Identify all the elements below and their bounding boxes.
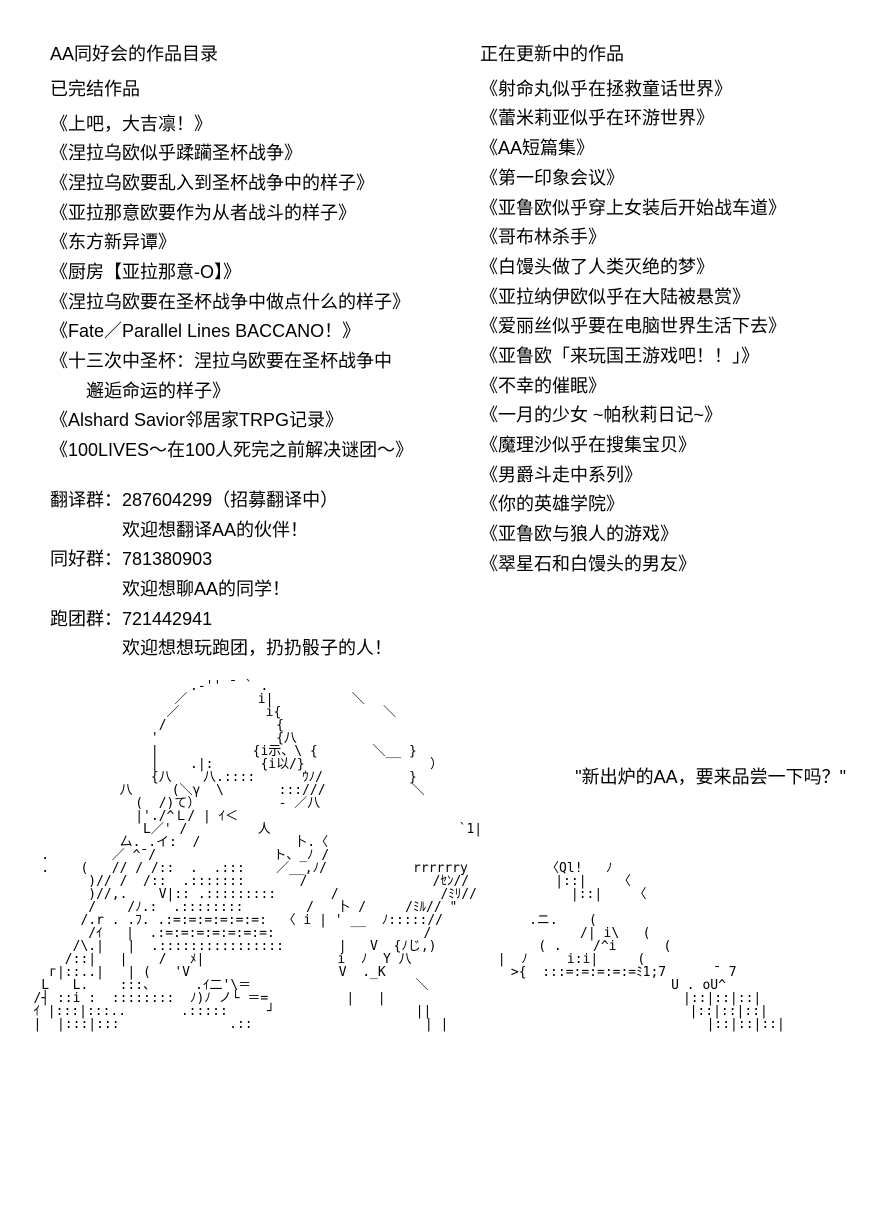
work-item: 《爱丽丝似乎要在电脑世界生活下去》 [480, 312, 846, 342]
work-item: 《Fate／Parallel Lines BACCANO！》 [50, 317, 430, 347]
work-item: 《亚拉那意欧要作为从者战斗的样子》 [50, 199, 430, 229]
translation-group-desc: 欢迎想翻译AA的伙伴！ [50, 516, 430, 546]
work-item: 《第一印象会议》 [480, 164, 846, 194]
work-item: 《厨房【亚拉那意-O】》 [50, 258, 430, 288]
work-item-cont: 邂逅命运的样子》 [50, 377, 430, 407]
work-item: 《亚鲁欧与狼人的游戏》 [480, 520, 846, 550]
work-item: 《一月的少女 ~帕秋莉日记~》 [480, 401, 846, 431]
ascii-art: .-'' ¯ ` . ／ i| ＼ ／ i{ ＼ / { ' {八 | [10, 680, 886, 1031]
work-item: 《亚拉纳伊欧似乎在大陆被悬赏》 [480, 283, 846, 313]
work-item: 《不幸的催眠》 [480, 372, 846, 402]
work-item: 《魔理沙似乎在搜集宝贝》 [480, 431, 846, 461]
trpg-group-desc: 欢迎想想玩跑团，扔扔骰子的人！ [50, 634, 430, 664]
work-item: 《亚鲁欧「来玩国王游戏吧！！」》 [480, 342, 846, 372]
work-item: 《蕾米莉亚似乎在环游世界》 [480, 104, 846, 134]
work-item: 《射命丸似乎在拯救童话世界》 [480, 75, 846, 105]
work-item: 《男爵斗走中系列》 [480, 461, 846, 491]
right-column: 正在更新中的作品 《射命丸似乎在拯救童话世界》 《蕾米莉亚似乎在环游世界》 《A… [480, 40, 846, 664]
work-item: 《上吧，大吉凛！》 [50, 110, 430, 140]
work-item: 《东方新异谭》 [50, 228, 430, 258]
work-item: 《100LIVES～在100人死完之前解决谜团～》 [50, 436, 430, 466]
work-item: 《哥布林杀手》 [480, 223, 846, 253]
groups-section: 翻译群：287604299（招募翻译中） 欢迎想翻译AA的伙伴！ 同好群：781… [50, 486, 430, 664]
trpg-group: 跑团群：721442941 [50, 605, 430, 635]
work-item: 《十三次中圣杯：涅拉乌欧要在圣杯战争中 [50, 347, 430, 377]
translation-group: 翻译群：287604299（招募翻译中） [50, 486, 430, 516]
work-item: 《涅拉乌欧要乱入到圣杯战争中的样子》 [50, 169, 430, 199]
updating-title: 正在更新中的作品 [480, 40, 846, 69]
work-item: 《你的英雄学院》 [480, 490, 846, 520]
work-item: 《Alshard Savior邻居家TRPG记录》 [50, 406, 430, 436]
ascii-art-container: .-'' ¯ ` . ／ i| ＼ ／ i{ ＼ / { ' {八 | [10, 680, 886, 1031]
work-item: 《AA短篇集》 [480, 134, 846, 164]
fan-group: 同好群：781380903 [50, 545, 430, 575]
left-column: AA同好会的作品目录 已完结作品 《上吧，大吉凛！》 《涅拉乌欧似乎蹂躏圣杯战争… [50, 40, 430, 664]
work-item: 《翠星石和白馒头的男友》 [480, 550, 846, 580]
work-item: 《白馒头做了人类灭绝的梦》 [480, 253, 846, 283]
completed-subtitle: 已完结作品 [50, 75, 430, 104]
work-item: 《涅拉乌欧要在圣杯战争中做点什么的样子》 [50, 288, 430, 318]
work-item: 《亚鲁欧似乎穿上女装后开始战车道》 [480, 194, 846, 224]
fan-group-desc: 欢迎想聊AA的同学！ [50, 575, 430, 605]
work-item: 《涅拉乌欧似乎蹂躏圣杯战争》 [50, 139, 430, 169]
catalog-title: AA同好会的作品目录 [50, 40, 430, 69]
